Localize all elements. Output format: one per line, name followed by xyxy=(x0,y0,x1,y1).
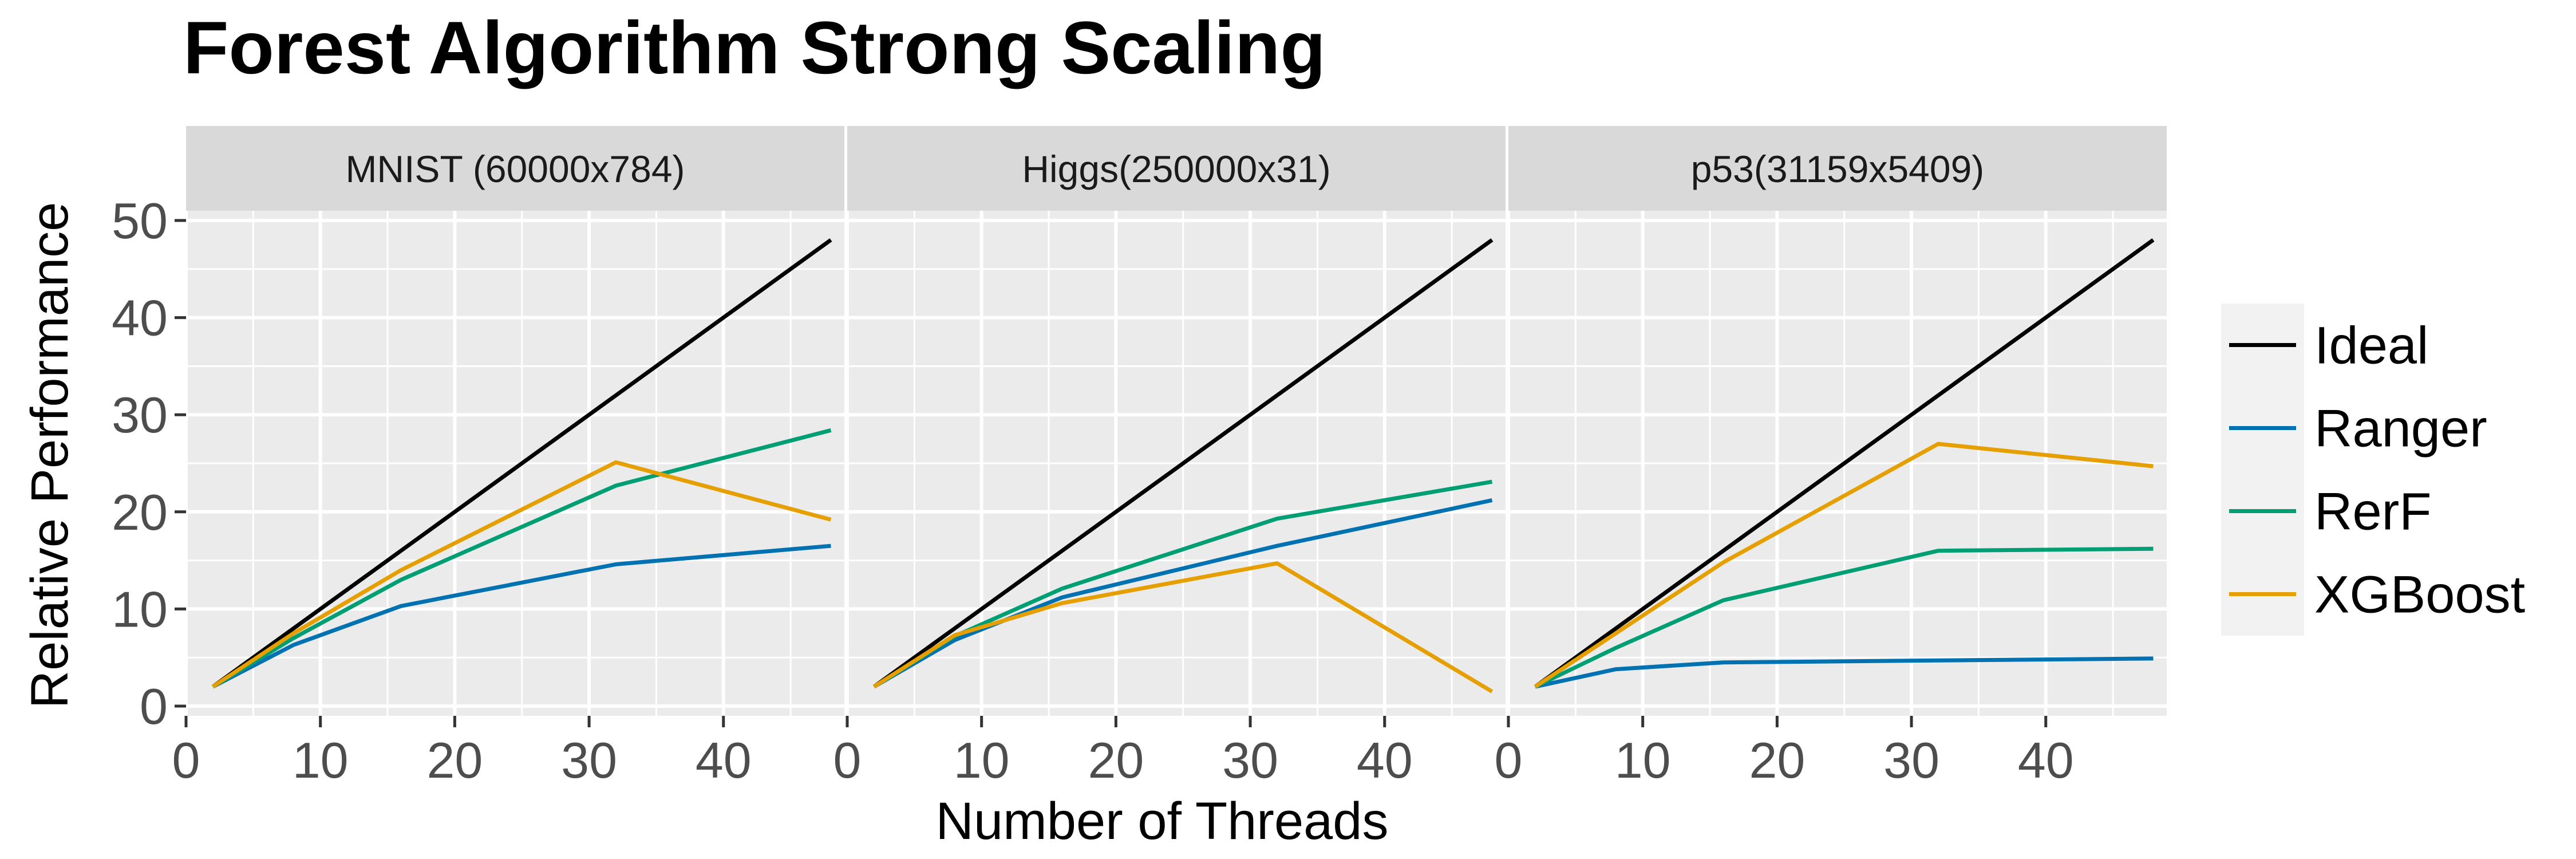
x-tick-label: 10 xyxy=(954,732,1010,789)
y-axis-title: Relative Performance xyxy=(21,202,79,709)
legend-label: Ranger xyxy=(2314,400,2487,458)
y-tick-label: 50 xyxy=(112,192,168,249)
series-line-xgboost xyxy=(1534,442,2154,689)
legend-item-xgboost: XGBoost xyxy=(2221,553,2525,636)
series-line-rerf xyxy=(1534,546,2154,689)
y-tick-label: 30 xyxy=(112,387,168,443)
x-tick-label: 10 xyxy=(293,732,349,789)
legend-label: XGBoost xyxy=(2314,566,2525,624)
series-line-ranger xyxy=(873,498,1493,689)
panel-strip xyxy=(186,126,844,211)
x-axis-title: Number of Threads xyxy=(936,792,1389,850)
y-axis: 0 10 20 30 40 50 xyxy=(112,192,186,735)
x-tick-label: 30 xyxy=(561,732,617,789)
legend-label: Ideal xyxy=(2314,317,2429,375)
series-line-xgboost xyxy=(211,460,832,689)
series-line-ranger xyxy=(212,543,831,689)
panel-strip xyxy=(847,126,1506,211)
y-tick-label: 40 xyxy=(112,290,168,346)
series-line-ranger xyxy=(1535,656,2154,689)
series-line-ideal xyxy=(1534,238,2155,688)
legend-item-ideal: Ideal xyxy=(2221,304,2429,387)
legend: Ideal Ranger RerF XGBoost xyxy=(2221,304,2525,636)
chart-title: Forest Algorithm Strong Scaling xyxy=(183,6,1326,89)
x-tick-label: 40 xyxy=(2018,732,2074,789)
x-tick-label: 30 xyxy=(1222,732,1278,789)
x-tick-label: 0 xyxy=(172,732,200,789)
x-tick-label: 0 xyxy=(833,732,862,789)
legend-label: RerF xyxy=(2314,483,2431,541)
series-line-rerf xyxy=(212,428,832,689)
panels: MNIST (60000x784)0 10 20 30 40Higgs(250000x3… xyxy=(172,126,2167,789)
series-line-ideal xyxy=(211,238,832,688)
panel-label: Higgs(250000x31) xyxy=(1022,148,1330,190)
y-tick-label: 0 xyxy=(140,678,168,735)
panel-3: p53(31159x5409) 0 10 20 30 40 xyxy=(1495,126,2167,789)
x-tick-label: 20 xyxy=(1749,732,1805,789)
series-line-ideal xyxy=(872,238,1494,688)
x-tick-label: 40 xyxy=(1357,732,1413,789)
x-tick-label: 30 xyxy=(1883,732,1939,789)
x-tick-label: 0 xyxy=(1495,732,1523,789)
legend-item-rerf: RerF xyxy=(2221,470,2431,553)
series-line-xgboost xyxy=(873,561,1494,693)
x-tick-label: 10 xyxy=(1615,732,1671,789)
panel-label: MNIST (60000x784) xyxy=(345,148,685,190)
x-tick-label: 20 xyxy=(426,732,483,789)
y-tick-label: 10 xyxy=(112,581,168,637)
panel-1: MNIST (60000x784) 0 10 20 30 40 xyxy=(172,126,844,789)
panel-2: Higgs(250000x31) 0 10 20 30 40 xyxy=(833,126,1506,789)
x-tick-label: 20 xyxy=(1088,732,1144,789)
panel-strip xyxy=(1508,126,2167,211)
y-tick-label: 20 xyxy=(112,484,168,541)
panel-label: p53(31159x5409) xyxy=(1691,148,1985,190)
legend-item-ranger: Ranger xyxy=(2221,387,2487,470)
x-tick-label: 40 xyxy=(696,732,752,789)
